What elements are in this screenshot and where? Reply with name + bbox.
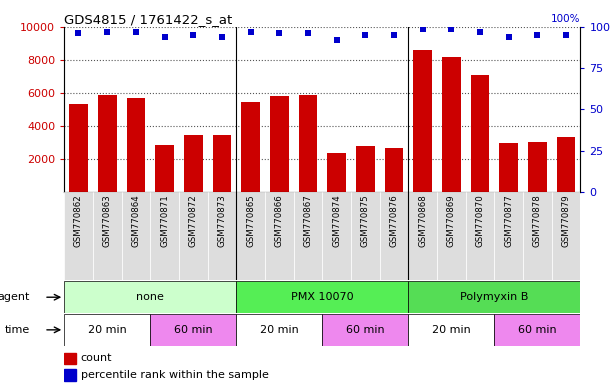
Bar bbox=[208, 192, 236, 280]
Text: 60 min: 60 min bbox=[346, 325, 385, 335]
Bar bbox=[98, 94, 117, 192]
Bar bbox=[499, 143, 518, 192]
Bar bbox=[155, 145, 174, 192]
Bar bbox=[528, 142, 547, 192]
Text: percentile rank within the sample: percentile rank within the sample bbox=[81, 370, 269, 380]
Text: 60 min: 60 min bbox=[518, 325, 557, 335]
Bar bbox=[64, 314, 150, 346]
Bar bbox=[69, 104, 88, 192]
Text: GSM770864: GSM770864 bbox=[131, 195, 141, 247]
Bar bbox=[236, 314, 323, 346]
Text: 100%: 100% bbox=[551, 13, 580, 23]
Bar bbox=[523, 192, 552, 280]
Point bbox=[188, 32, 198, 38]
Point bbox=[73, 30, 83, 36]
Bar bbox=[179, 192, 208, 280]
Text: 20 min: 20 min bbox=[260, 325, 299, 335]
Text: GSM770878: GSM770878 bbox=[533, 195, 542, 247]
Bar bbox=[379, 192, 408, 280]
Text: time: time bbox=[4, 325, 30, 335]
Point bbox=[217, 34, 227, 40]
Bar bbox=[236, 281, 408, 313]
Text: GSM770865: GSM770865 bbox=[246, 195, 255, 247]
Text: GSM770876: GSM770876 bbox=[389, 195, 398, 247]
Text: GSM770871: GSM770871 bbox=[160, 195, 169, 247]
Bar bbox=[323, 314, 408, 346]
Bar bbox=[408, 281, 580, 313]
Point bbox=[303, 30, 313, 36]
Bar bbox=[494, 314, 580, 346]
Bar bbox=[437, 192, 466, 280]
Bar bbox=[351, 192, 379, 280]
Text: none: none bbox=[136, 292, 164, 302]
Text: GSM770866: GSM770866 bbox=[275, 195, 284, 247]
Bar bbox=[442, 58, 461, 192]
Point bbox=[159, 34, 169, 40]
Text: GSM770867: GSM770867 bbox=[304, 195, 312, 247]
Text: GSM770877: GSM770877 bbox=[504, 195, 513, 247]
Bar bbox=[236, 192, 265, 280]
Bar bbox=[64, 192, 93, 280]
Bar bbox=[294, 192, 323, 280]
Text: GSM770863: GSM770863 bbox=[103, 195, 112, 247]
Point bbox=[246, 29, 255, 35]
Bar bbox=[557, 137, 576, 192]
Text: count: count bbox=[81, 353, 112, 363]
Bar bbox=[184, 135, 203, 192]
Bar bbox=[414, 50, 432, 192]
Text: GSM770872: GSM770872 bbox=[189, 195, 198, 247]
Text: 60 min: 60 min bbox=[174, 325, 213, 335]
Text: GDS4815 / 1761422_s_at: GDS4815 / 1761422_s_at bbox=[64, 13, 232, 26]
Point bbox=[533, 32, 543, 38]
Bar bbox=[122, 192, 150, 280]
Point bbox=[102, 29, 112, 35]
Bar bbox=[150, 192, 179, 280]
Bar bbox=[265, 192, 294, 280]
Bar bbox=[64, 353, 76, 364]
Bar bbox=[270, 96, 288, 192]
Bar bbox=[299, 95, 317, 192]
Bar bbox=[64, 281, 236, 313]
Text: GSM770862: GSM770862 bbox=[74, 195, 83, 247]
Point bbox=[274, 30, 284, 36]
Point bbox=[418, 25, 428, 31]
Bar bbox=[466, 192, 494, 280]
Point bbox=[332, 37, 342, 43]
Point bbox=[504, 34, 514, 40]
Text: GSM770875: GSM770875 bbox=[361, 195, 370, 247]
Text: GSM770874: GSM770874 bbox=[332, 195, 341, 247]
Text: GSM770868: GSM770868 bbox=[418, 195, 427, 247]
Bar bbox=[408, 314, 494, 346]
Text: 20 min: 20 min bbox=[432, 325, 470, 335]
Text: Polymyxin B: Polymyxin B bbox=[460, 292, 529, 302]
Bar bbox=[126, 98, 145, 192]
Bar bbox=[356, 146, 375, 192]
Point bbox=[360, 32, 370, 38]
Bar bbox=[64, 369, 76, 381]
Text: agent: agent bbox=[0, 292, 30, 302]
Text: PMX 10070: PMX 10070 bbox=[291, 292, 354, 302]
Point bbox=[447, 25, 456, 31]
Bar bbox=[93, 192, 122, 280]
Text: 20 min: 20 min bbox=[88, 325, 126, 335]
Text: GSM770879: GSM770879 bbox=[562, 195, 571, 247]
Bar bbox=[150, 314, 236, 346]
Bar bbox=[327, 153, 346, 192]
Bar bbox=[494, 192, 523, 280]
Bar bbox=[213, 135, 231, 192]
Point bbox=[475, 29, 485, 35]
Bar bbox=[241, 102, 260, 192]
Point bbox=[389, 32, 399, 38]
Text: GSM770869: GSM770869 bbox=[447, 195, 456, 247]
Text: GSM770873: GSM770873 bbox=[218, 195, 227, 247]
Bar bbox=[323, 192, 351, 280]
Bar bbox=[470, 75, 489, 192]
Bar bbox=[408, 192, 437, 280]
Bar bbox=[552, 192, 580, 280]
Point bbox=[131, 29, 141, 35]
Bar bbox=[385, 148, 403, 192]
Text: GSM770870: GSM770870 bbox=[475, 195, 485, 247]
Point bbox=[562, 32, 571, 38]
